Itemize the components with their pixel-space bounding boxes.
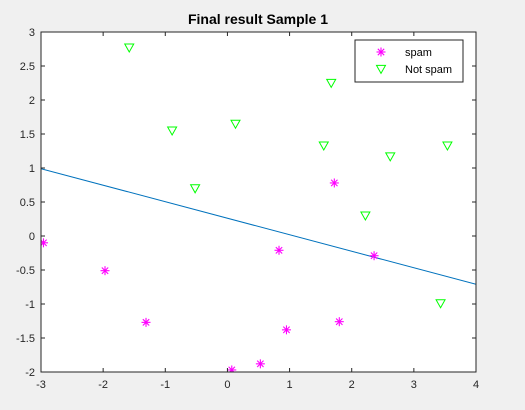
spam-point xyxy=(369,251,379,261)
spam-point xyxy=(334,317,344,327)
triangle-shape xyxy=(166,126,178,137)
triangle-shape xyxy=(442,141,453,151)
spam-point xyxy=(255,359,265,369)
x-tick-label: -2 xyxy=(98,379,108,391)
x-tick-label: -1 xyxy=(160,379,170,391)
not-spam-point xyxy=(435,299,446,309)
triangle-shape xyxy=(384,152,396,162)
asterisk-stroke xyxy=(370,252,378,260)
y-tick-label: 3 xyxy=(29,27,35,39)
legend: spam Not spam xyxy=(354,39,464,83)
not-spam-point xyxy=(189,184,201,194)
y-tick-label: -1.5 xyxy=(16,333,35,345)
x-tick-label: 4 xyxy=(473,379,479,391)
y-tick-label: 1.5 xyxy=(20,129,35,141)
y-tick-label: 2.5 xyxy=(20,61,35,73)
y-tick-label: 1 xyxy=(29,163,35,175)
not-spam-point xyxy=(123,43,135,54)
not-spam-point xyxy=(384,152,396,162)
triangle-shape xyxy=(435,299,446,309)
x-tick-label: 0 xyxy=(224,379,230,391)
spam-point xyxy=(100,266,110,276)
triangle-shape xyxy=(189,184,201,194)
y-tick-label: -1 xyxy=(25,299,35,311)
x-tick-label: -3 xyxy=(36,379,46,391)
data-layer xyxy=(41,43,476,372)
spam-point xyxy=(141,317,151,327)
asterisk-stroke xyxy=(275,246,283,254)
y-tick-label: -2 xyxy=(25,367,35,379)
asterisk-stroke xyxy=(256,360,264,368)
triangle-shape xyxy=(360,211,371,222)
not-spam-point xyxy=(325,78,337,89)
not-spam-point xyxy=(230,119,241,130)
y-tick-label: -0.5 xyxy=(16,265,35,277)
x-tick-label: 1 xyxy=(287,379,293,391)
asterisk-stroke xyxy=(142,318,150,326)
spam-point xyxy=(329,178,339,188)
not-spam-point xyxy=(318,141,330,151)
legend-marker-spam xyxy=(376,47,386,57)
x-tick-label: 2 xyxy=(349,379,355,391)
triangle-shape xyxy=(318,141,330,151)
asterisk-stroke xyxy=(330,179,338,187)
triangle-shape xyxy=(123,43,135,54)
asterisk-stroke xyxy=(335,318,343,326)
asterisk-stroke xyxy=(228,366,236,372)
not-spam-point xyxy=(166,126,178,137)
axis-ticks: -3 -2 -1 0 1 2 3 4-2-1.5-1-0.500.511.522.53 xyxy=(16,27,479,391)
asterisk-stroke xyxy=(101,267,109,275)
asterisk-stroke xyxy=(377,48,385,56)
triangle-shape xyxy=(375,64,387,75)
spam-point xyxy=(227,365,237,372)
not-spam-point xyxy=(442,141,453,151)
legend-marker-not-spam xyxy=(375,64,387,75)
decision-boundary-line xyxy=(41,168,476,285)
y-tick-label: 2 xyxy=(29,95,35,107)
triangle-shape xyxy=(325,78,337,89)
x-tick-label: 3 xyxy=(411,379,417,391)
spam-point xyxy=(274,245,284,255)
y-tick-label: 0 xyxy=(29,231,35,243)
y-tick-label: 0.5 xyxy=(20,197,35,209)
spam-point xyxy=(281,325,291,335)
triangle-shape xyxy=(230,119,241,130)
legend-box xyxy=(354,39,464,83)
chart-title: Final result Sample 1 xyxy=(188,11,328,27)
legend-label-not-spam: Not spam xyxy=(405,64,452,76)
legend-label-spam: spam xyxy=(405,47,432,59)
not-spam-point xyxy=(360,211,371,222)
plot-area xyxy=(41,32,476,372)
asterisk-stroke xyxy=(282,326,291,334)
